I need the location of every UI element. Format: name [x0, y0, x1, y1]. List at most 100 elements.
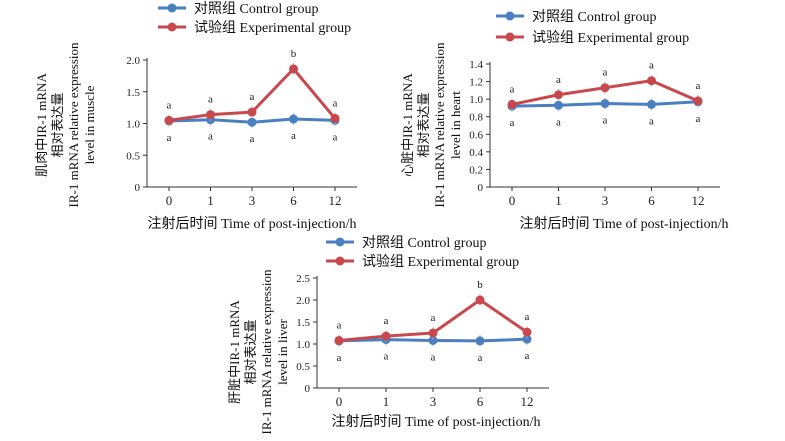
data-point-control [600, 99, 610, 109]
data-point-experimental [428, 328, 438, 338]
y-tick-label: 1.4 [469, 59, 483, 71]
y-tick-label: 0 [305, 383, 311, 395]
legend-marker-experimental [167, 22, 177, 32]
y-axis-label-line: 心脏中IR-1 mRNA [400, 73, 415, 177]
y-axis-label-line: 相对表达量 [50, 92, 65, 157]
significance-label-control: a [208, 131, 213, 143]
y-tick-label: 0.2 [469, 164, 483, 176]
y-tick-label: 1.0 [126, 119, 140, 131]
y-axis-label-line: IR-1 mRNA relative expression [66, 42, 81, 207]
legend-label-experimental: 试验组 Experimental group [194, 20, 351, 36]
x-tick-label: 1 [555, 193, 562, 208]
y-axis-label-line: IR-1 mRNA relative expression [259, 269, 274, 434]
y-axis-label-line: 肌肉中IR-1 mRNA [34, 73, 49, 177]
legend-label-control: 对照组 Control group [532, 9, 656, 25]
y-tick-label: 2.0 [296, 295, 310, 307]
y-tick-label: 0.5 [126, 150, 140, 162]
significance-label-experimental: a [649, 60, 654, 72]
y-tick-label: 2.5 [296, 273, 310, 285]
data-point-experimental [289, 64, 298, 74]
significance-label-experimental: a [696, 80, 701, 92]
legend-marker-control [335, 237, 345, 247]
data-point-experimental [522, 327, 532, 337]
significance-label-experimental: a [384, 315, 389, 327]
legend-label-control: 对照组 Control group [194, 1, 318, 17]
significance-label-experimental: a [167, 99, 172, 111]
y-tick-label: 1.0 [469, 94, 483, 106]
y-tick-label: 1.0 [296, 339, 310, 351]
significance-label-control: a [556, 116, 561, 128]
y-tick-label: 0.8 [469, 112, 483, 124]
significance-label-experimental: a [510, 83, 515, 95]
y-tick-label: 1.2 [469, 77, 483, 89]
y-tick-label: 0.5 [296, 361, 310, 373]
y-tick-label: 1.5 [126, 87, 140, 99]
x-tick-label: 3 [602, 193, 609, 208]
significance-label-experimental: a [208, 94, 213, 106]
x-axis-label: 注射后时间 Time of post-injection/h [331, 414, 540, 430]
data-point-control [522, 334, 532, 344]
y-axis-label-line: 肝脏中IR-1 mRNA [227, 300, 242, 404]
x-axis-label: 注射后时间 Time of post-injection/h [147, 216, 356, 232]
significance-label-experimental: a [431, 312, 436, 324]
x-tick-label: 0 [336, 394, 343, 409]
significance-label-control: a [250, 133, 255, 145]
significance-label-control: a [333, 131, 338, 143]
y-tick-label: 0 [135, 182, 141, 194]
significance-label-experimental: a [525, 311, 530, 323]
x-tick-label: 1 [383, 394, 390, 409]
data-point-control [554, 100, 563, 110]
x-tick-label: 3 [249, 193, 256, 208]
y-tick-label: 0 [478, 182, 484, 194]
significance-label-control: a [384, 351, 389, 363]
significance-label-control: a [337, 352, 342, 364]
x-tick-label: 12 [692, 193, 705, 208]
legend-marker-experimental [335, 256, 345, 266]
data-point-experimental [206, 110, 215, 120]
legend-marker-experimental [505, 32, 515, 42]
x-tick-label: 6 [290, 193, 297, 208]
data-point-experimental [334, 335, 344, 345]
data-point-control [428, 335, 438, 345]
significance-label-control: a [649, 115, 654, 127]
data-point-control [247, 117, 257, 127]
y-tick-label: 2.0 [126, 55, 140, 67]
significance-label-experimental: b [291, 48, 297, 60]
significance-label-control: a [291, 130, 296, 142]
x-tick-label: 1 [207, 193, 214, 208]
x-tick-label: 0 [166, 193, 173, 208]
legend-label-experimental: 试验组 Experimental group [362, 254, 519, 270]
y-axis-label-line: level in heart [448, 91, 463, 159]
x-tick-label: 12 [521, 394, 534, 409]
significance-label-control: a [603, 115, 608, 127]
y-axis-label-line: level in muscle [82, 85, 97, 164]
significance-label-control: a [167, 132, 172, 144]
x-tick-label: 12 [329, 193, 342, 208]
significance-label-experimental: a [250, 91, 255, 103]
significance-label-experimental: a [337, 319, 342, 331]
data-point-control [475, 336, 485, 346]
significance-label-control: a [525, 350, 530, 362]
y-axis-label-line: 相对表达量 [243, 319, 258, 384]
legend-label-experimental: 试验组 Experimental group [532, 30, 689, 46]
y-tick-label: 0.4 [469, 147, 483, 159]
data-point-experimental [554, 90, 563, 100]
significance-label-experimental: b [477, 279, 483, 291]
data-point-experimental [164, 115, 174, 125]
data-point-experimental [247, 107, 257, 117]
legend-marker-control [505, 11, 515, 21]
data-point-experimental [475, 295, 485, 305]
y-tick-label: 1.5 [296, 317, 310, 329]
data-point-control [289, 114, 298, 124]
x-tick-label: 3 [430, 394, 437, 409]
y-axis-label-line: 相对表达量 [416, 92, 431, 157]
legend-label-control: 对照组 Control group [362, 235, 486, 251]
data-point-control [647, 99, 656, 109]
significance-label-control: a [510, 117, 515, 129]
x-tick-label: 6 [477, 394, 484, 409]
significance-label-control: a [478, 352, 483, 364]
data-point-experimental [693, 96, 703, 106]
significance-label-experimental: a [556, 74, 561, 86]
